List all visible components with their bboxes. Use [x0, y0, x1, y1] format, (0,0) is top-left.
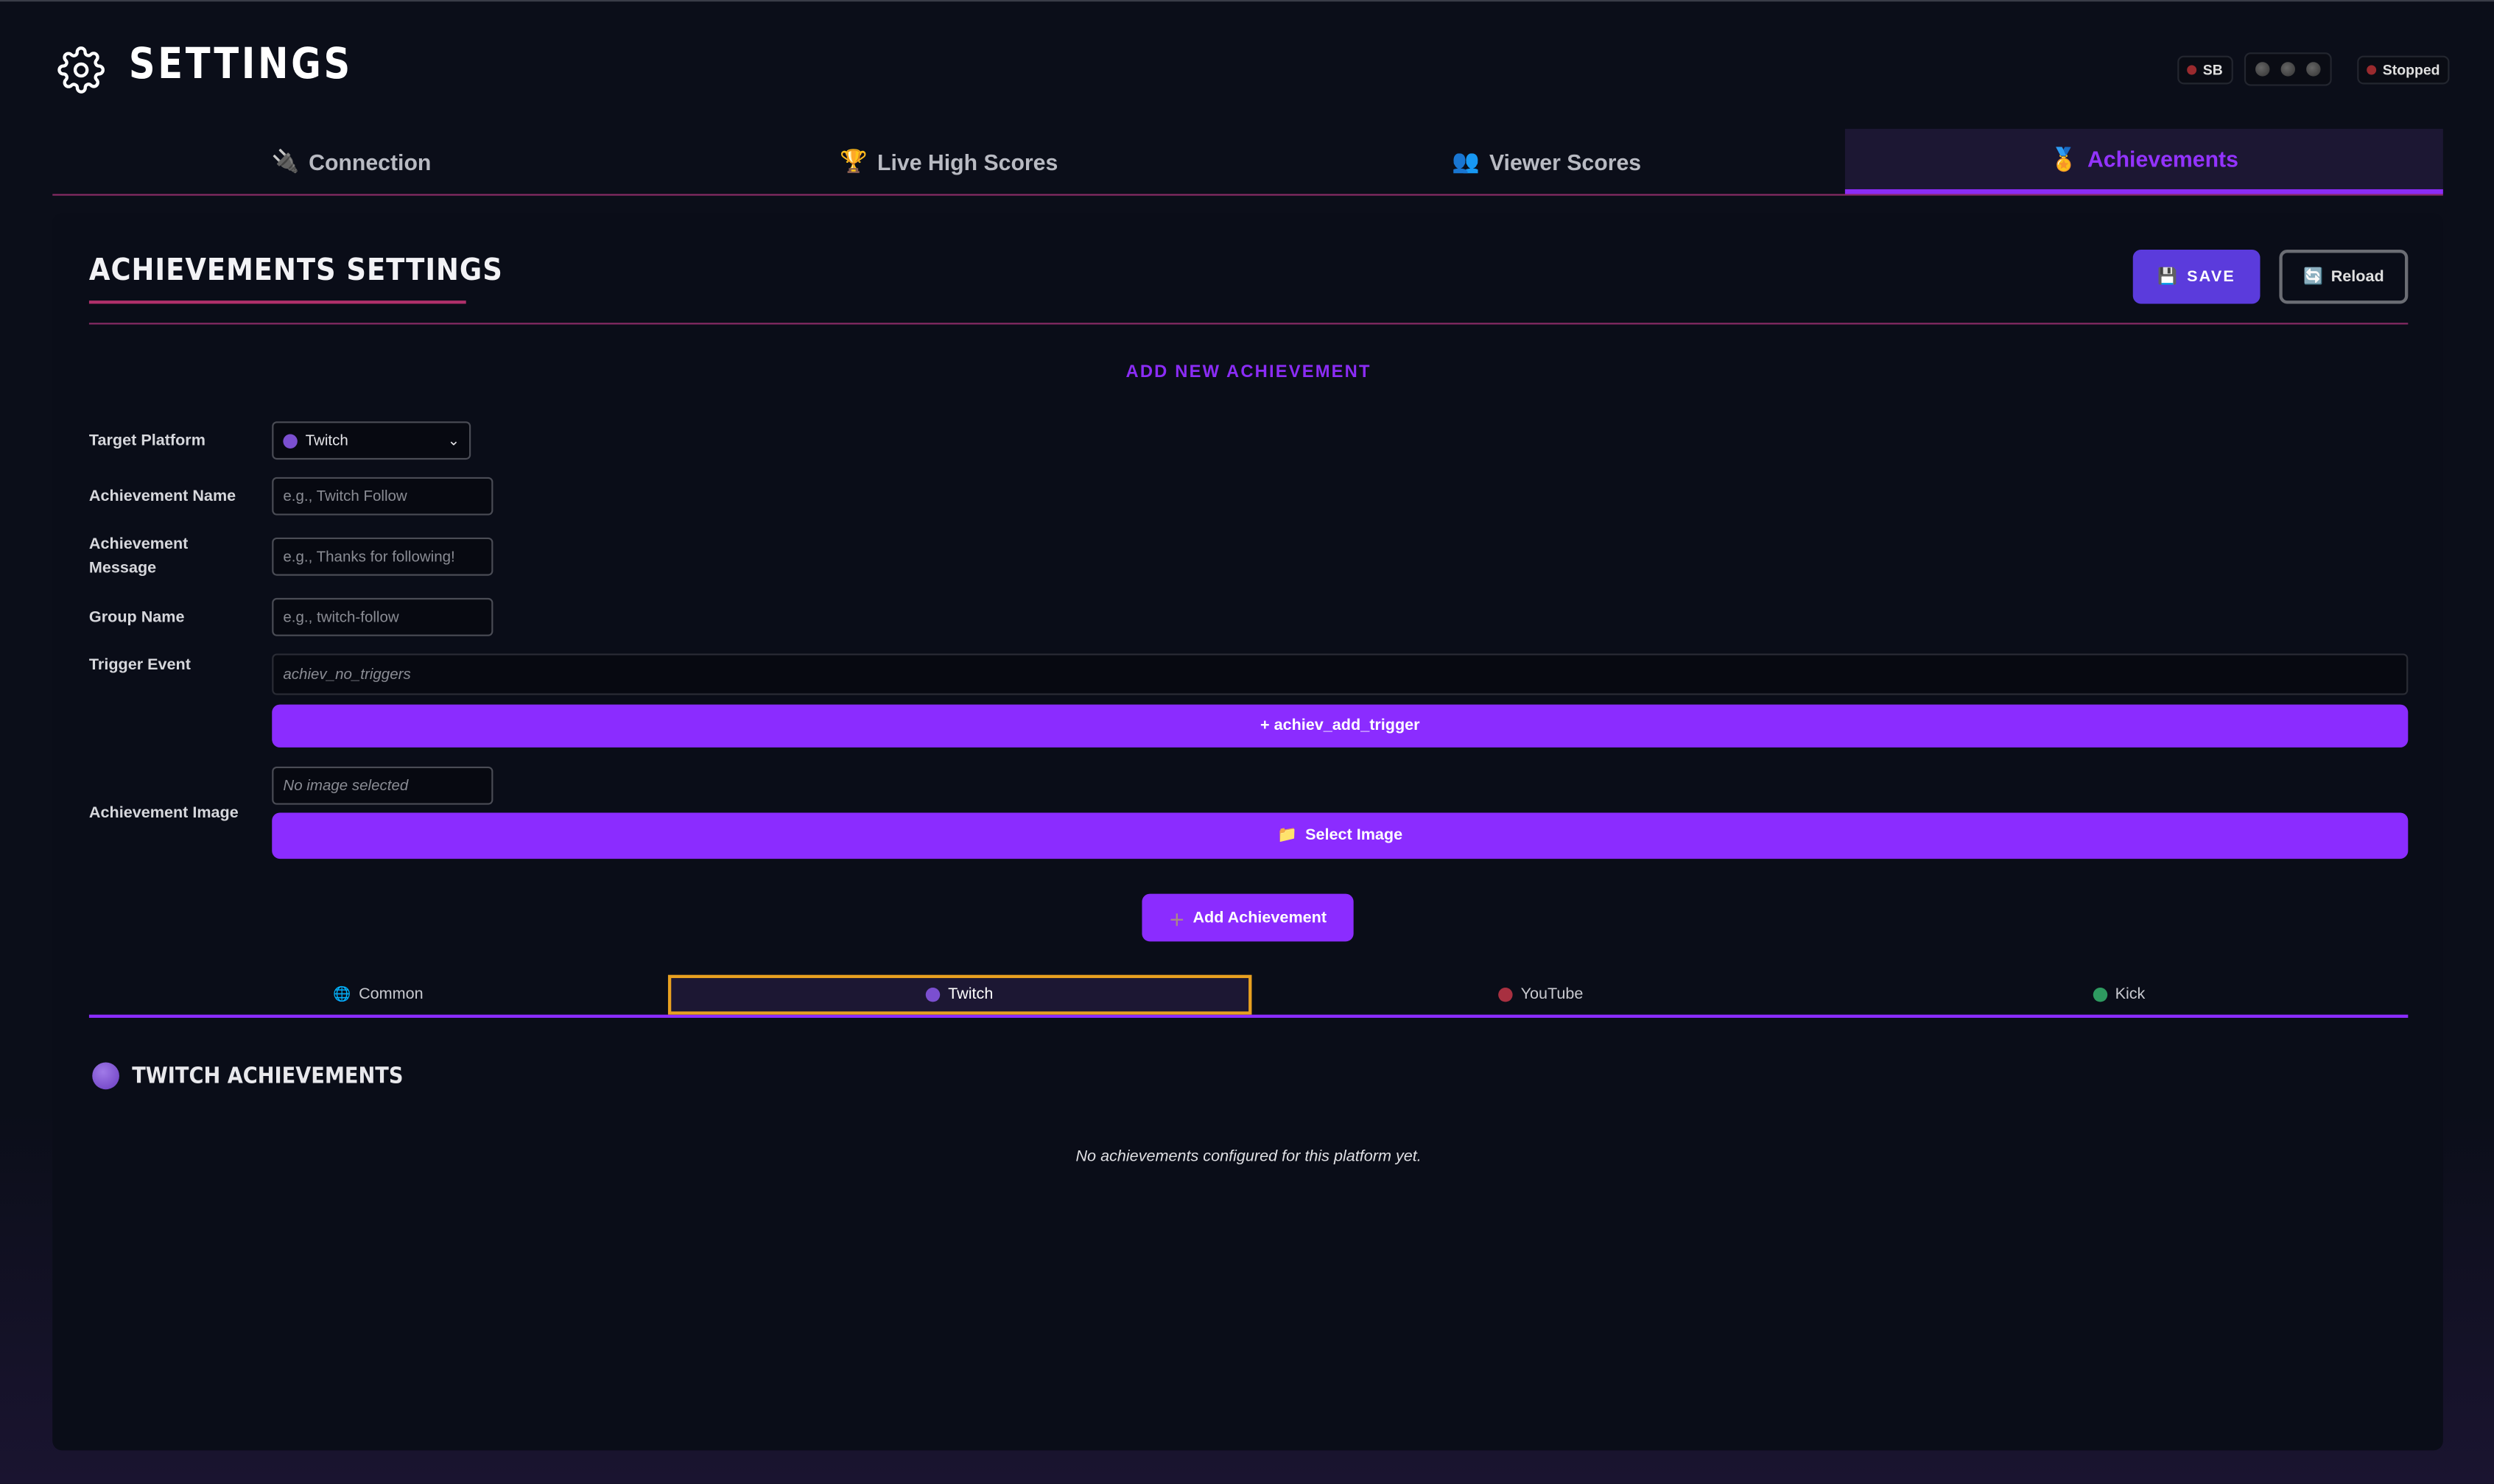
tab-label: Achievements — [2087, 146, 2238, 172]
youtube-dot-icon — [1498, 987, 1513, 1002]
list-title: TWITCH ACHIEVEMENTS — [132, 1063, 404, 1089]
empty-state-text: No achievements configured for this plat… — [1075, 1148, 1422, 1166]
indicator-dot-icon — [2306, 62, 2321, 77]
twitch-dot-icon — [925, 987, 941, 1002]
users-icon: 👥 — [1452, 147, 1480, 174]
medal-icon: 🏅 — [2050, 145, 2078, 172]
select-value: Twitch — [305, 432, 348, 450]
plug-icon: 🔌 — [271, 147, 300, 174]
select-image-button[interactable]: 📁 Select Image — [272, 812, 2409, 859]
tab-live-high-scores[interactable]: 🏆 Live High Scores — [650, 129, 1248, 194]
indicator-dot-icon — [2280, 62, 2296, 77]
sb-label: SB — [2202, 62, 2223, 78]
label-line: Message — [88, 560, 157, 577]
tab-achievements[interactable]: 🏅 Achievements — [1845, 128, 2443, 194]
label-line: Achievement — [88, 535, 189, 554]
platform-tab-common[interactable]: 🌐 Common — [89, 975, 667, 1015]
add-trigger-button[interactable]: + achiev_add_trigger — [272, 704, 2409, 748]
group-name-label: Group Name — [88, 609, 185, 627]
trigger-event-label: Trigger Event — [88, 656, 191, 675]
reload-label: Reload — [2330, 267, 2384, 286]
save-button[interactable]: 💾 SAVE — [2132, 250, 2261, 304]
tab-label: Connection — [309, 148, 432, 175]
achievement-message-label: Achievement Message — [89, 532, 188, 580]
run-status-label: Stopped — [2382, 62, 2440, 78]
save-label: SAVE — [2187, 267, 2235, 286]
achievement-image-label: Achievement Image — [88, 804, 239, 823]
tab-label: YouTube — [1520, 985, 1584, 1004]
platform-tabs: 🌐 Common Twitch YouTube Kick — [88, 974, 2409, 1019]
target-platform-select[interactable]: Twitch ⌄ — [272, 421, 471, 460]
add-achievement-button[interactable]: ＋ Add Achievement — [1142, 893, 1354, 942]
platform-tab-twitch[interactable]: Twitch — [667, 974, 1252, 1015]
page-title: SETTINGS — [128, 39, 353, 89]
image-path-field[interactable]: No image selected — [272, 766, 493, 805]
platform-tab-youtube[interactable]: YouTube — [1251, 975, 1830, 1015]
trigger-event-field[interactable]: achiev_no_triggers — [272, 653, 2409, 695]
floppy-disk-icon: 💾 — [2157, 267, 2179, 286]
section-title: ACHIEVEMENTS SETTINGS — [88, 253, 503, 288]
select-image-label: Select Image — [1305, 826, 1403, 845]
folder-icon: 📁 — [1277, 826, 1298, 845]
globe-icon: 🌐 — [333, 985, 351, 1002]
tab-label: Twitch — [948, 985, 994, 1004]
tab-viewer-scores[interactable]: 👥 Viewer Scores — [1248, 129, 1845, 194]
tab-label: Common — [359, 985, 424, 1004]
tab-label: Live High Scores — [877, 148, 1058, 175]
tab-label: Kick — [2115, 985, 2146, 1004]
twitch-dot-icon — [92, 1062, 119, 1090]
tab-connection[interactable]: 🔌 Connection — [52, 129, 650, 194]
reload-button[interactable]: 🔄 Reload — [2279, 250, 2409, 304]
achievement-name-label: Achievement Name — [88, 488, 236, 506]
list-heading: TWITCH ACHIEVEMENTS — [92, 1062, 433, 1090]
achievement-message-input[interactable]: e.g., Thanks for following! — [272, 537, 493, 576]
platform-tab-kick[interactable]: Kick — [1830, 975, 2408, 1015]
add-achievement-label: Add Achievement — [1192, 909, 1327, 926]
sb-status-badge: SB — [2177, 55, 2233, 85]
indicator-dot-icon — [2255, 62, 2270, 77]
achievement-name-input[interactable]: e.g., Twitch Follow — [272, 477, 493, 516]
status-dot-icon — [2187, 65, 2197, 75]
add-new-heading: ADD NEW ACHIEVEMENT — [1125, 362, 1371, 382]
target-platform-label: Target Platform — [88, 432, 206, 451]
run-status-badge: Stopped — [2357, 55, 2450, 85]
main-tabs: 🔌 Connection 🏆 Live High Scores 👥 Viewer Sc… — [52, 128, 2443, 196]
group-name-input[interactable]: e.g., twitch-follow — [272, 597, 493, 636]
gear-icon — [57, 46, 105, 94]
status-dot-icon — [2367, 65, 2377, 75]
kick-dot-icon — [2093, 987, 2107, 1002]
reload-icon: 🔄 — [2303, 267, 2323, 286]
chevron-down-icon: ⌄ — [447, 432, 460, 448]
trophy-icon: 🏆 — [840, 147, 868, 174]
tab-label: Viewer Scores — [1489, 148, 1642, 175]
divider — [88, 323, 2409, 325]
connection-indicators — [2244, 52, 2332, 86]
title-underline — [88, 300, 466, 304]
twitch-dot-icon — [283, 433, 298, 448]
plus-icon: ＋ — [1169, 912, 1185, 930]
